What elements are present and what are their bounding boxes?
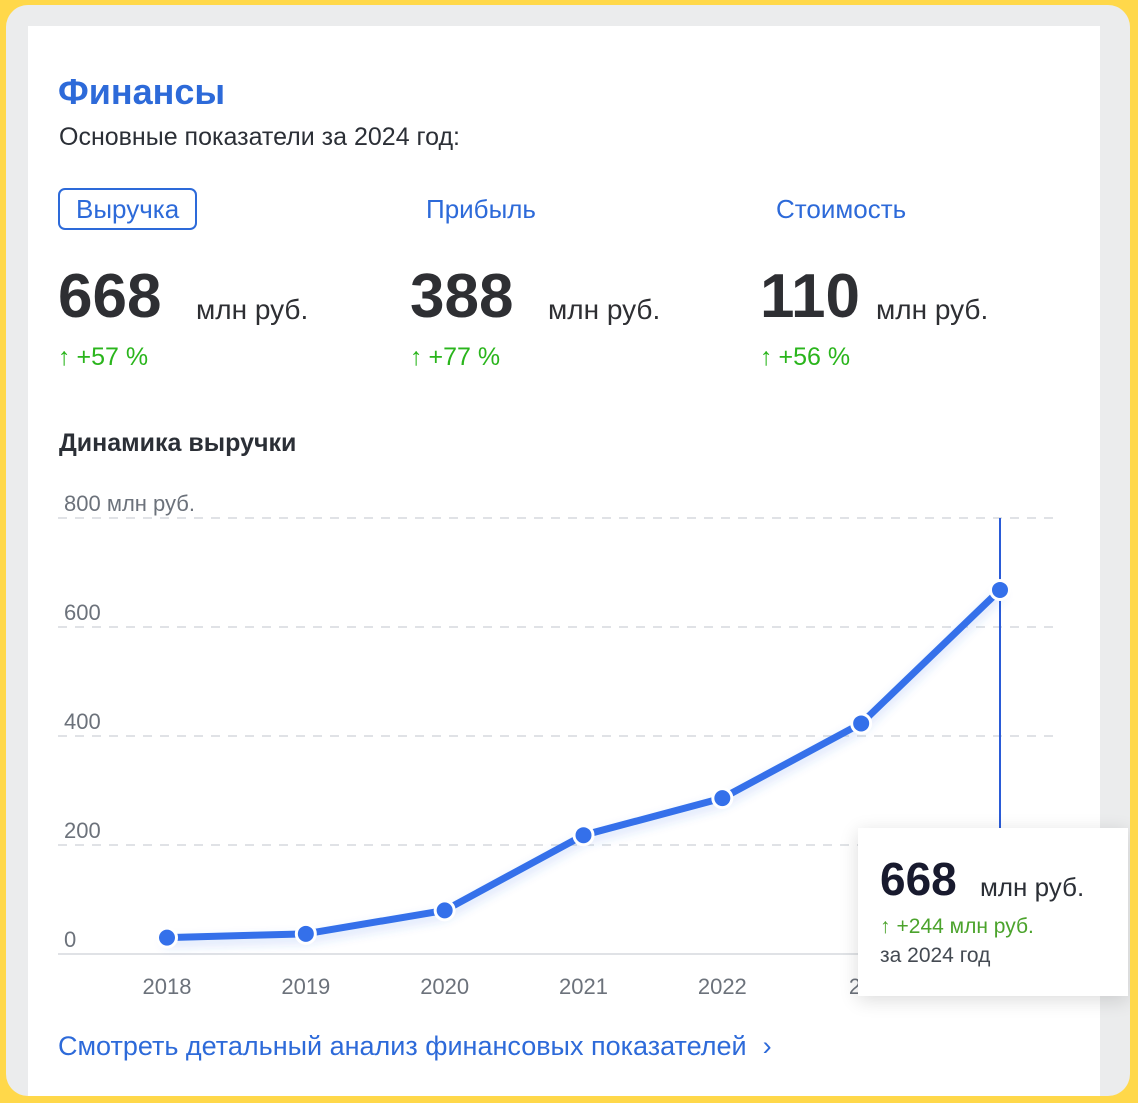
x-tick-label: 2022 <box>698 974 747 999</box>
tab-cost[interactable]: Стоимость <box>776 194 907 224</box>
tab-profit[interactable]: Прибыль <box>426 194 536 224</box>
metric-value: 388 <box>410 262 514 331</box>
y-tick-label: 0 <box>64 927 76 952</box>
tooltip-value: 668 <box>880 853 957 905</box>
y-tick-label: 200 <box>64 818 101 843</box>
metric-change: ↑ +57 % <box>58 345 148 370</box>
tooltip-unit: млн руб. <box>980 872 1085 902</box>
data-point <box>572 824 595 847</box>
metric-change-value: +77 % <box>428 343 501 371</box>
card-subtitle: Основные показатели за 2024 год: <box>59 123 461 151</box>
chart-tooltip: 668 млн руб. ↑ +244 млн руб. за 2024 год <box>858 828 1128 996</box>
chevron-right-icon: › <box>762 1031 772 1061</box>
metric-change: ↑ +56 % <box>760 345 850 370</box>
data-point <box>711 787 734 810</box>
x-tick-label: 2021 <box>559 974 608 999</box>
tooltip-change-value: +244 млн руб. <box>896 915 1034 938</box>
metric-unit: млн руб. <box>196 294 309 325</box>
metric-change-value: +57 % <box>76 343 149 371</box>
data-point <box>433 899 456 922</box>
data-point <box>989 578 1011 601</box>
detailed-analysis-link[interactable]: Смотреть детальный анализ финансовых пок… <box>58 1030 772 1062</box>
x-tick-label: 2018 <box>143 974 192 999</box>
metric-revenue: Выручка 668 млн руб. ↑ +57 % <box>58 188 388 388</box>
tab-revenue[interactable]: Выручка <box>58 188 198 230</box>
metric-value: 668 <box>58 262 162 331</box>
y-tick-label: 800 млн руб. <box>64 491 195 516</box>
metric-value: 110 <box>760 262 861 331</box>
arrow-up-icon: ↑ <box>58 343 71 371</box>
arrow-up-icon: ↑ <box>880 915 891 938</box>
metric-change-value: +56 % <box>778 343 851 371</box>
metric-change: ↑ +77 % <box>410 345 500 370</box>
arrow-up-icon: ↑ <box>760 343 773 371</box>
detailed-analysis-link-label: Смотреть детальный анализ финансовых пок… <box>58 1031 747 1061</box>
revenue-chart: 800 млн руб. 600 400 200 0 2018 2019 2020 2021 2… <box>58 491 1058 999</box>
frame-background: Финансы Основные показатели за 2024 год:… <box>6 5 1130 1096</box>
metric-cost: Стоимость 110 млн руб. ↑ +56 % <box>760 188 1090 388</box>
tooltip-change: ↑ +244 млн руб. <box>880 916 1034 937</box>
y-tick-label: 400 <box>64 709 101 734</box>
metric-profit: Прибыль 388 млн руб. ↑ +77 % <box>410 188 740 388</box>
finance-card: Финансы Основные показатели за 2024 год:… <box>28 26 1128 1096</box>
data-point <box>294 922 317 945</box>
metric-unit: млн руб. <box>876 294 989 325</box>
x-tick-label: 2019 <box>281 974 330 999</box>
tooltip-period: за 2024 год <box>880 944 991 967</box>
card-title: Финансы <box>58 71 226 112</box>
metric-unit: млн руб. <box>548 294 661 325</box>
data-point <box>156 926 178 949</box>
arrow-up-icon: ↑ <box>410 343 423 371</box>
y-tick-label: 600 <box>64 600 101 625</box>
chart-title: Динамика выручки <box>59 429 297 457</box>
x-tick-label: 2020 <box>420 974 469 999</box>
data-point <box>850 712 873 735</box>
